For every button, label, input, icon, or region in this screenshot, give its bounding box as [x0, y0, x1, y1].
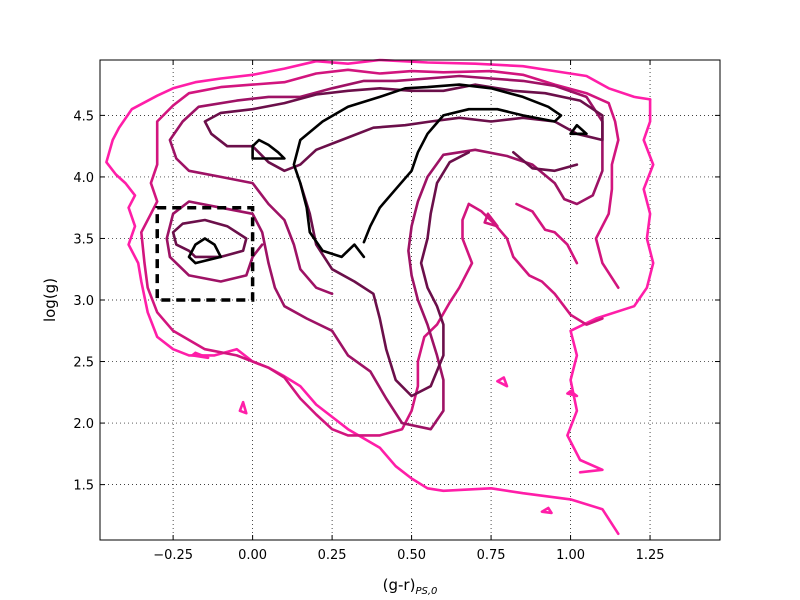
x-tick-label: −0.25	[153, 548, 193, 563]
y-tick-label: 4.0	[73, 171, 94, 186]
x-tick-label: 0.00	[238, 548, 267, 563]
contour-line	[496, 376, 509, 388]
contour-line	[203, 83, 604, 173]
x-tick-label: 0.50	[397, 548, 426, 563]
contour-line	[251, 138, 286, 160]
x-tick-label: 0.75	[477, 548, 506, 563]
x-tick-label: 0.25	[318, 548, 347, 563]
contour-line	[105, 58, 652, 536]
contour-level-5	[187, 83, 588, 265]
contour-line	[165, 74, 604, 431]
contour-level-3	[165, 74, 604, 431]
y-tick-label: 4.5	[73, 109, 94, 124]
contour-line	[140, 68, 620, 437]
x-tick-label: 1.00	[556, 548, 585, 563]
contour-line	[171, 218, 248, 259]
y-tick-label: 2.5	[73, 356, 94, 371]
contour-level-4	[171, 83, 604, 398]
contour-line	[187, 237, 223, 265]
y-tick-label: 3.5	[73, 232, 94, 247]
contour-level-2	[140, 68, 620, 437]
x-tick-label: 1.25	[636, 548, 665, 563]
contour-line	[483, 212, 499, 228]
contour-line	[566, 98, 655, 474]
contour-line	[299, 151, 471, 398]
contour-level-1	[105, 58, 655, 536]
contour-line	[238, 400, 248, 415]
contour-line	[292, 83, 563, 259]
y-axis-label: log(g)	[41, 278, 59, 322]
contour-levels	[105, 58, 655, 536]
x-axis-label: (g-r)PS,0	[383, 576, 438, 597]
contour-line	[511, 151, 579, 173]
x-axis-label-subscript: PS,0	[415, 586, 437, 597]
contour-line	[566, 389, 579, 398]
contour-line	[569, 123, 588, 136]
y-tick-label: 3.0	[73, 294, 94, 309]
highlight-box	[155, 205, 255, 302]
y-tick-label: 1.5	[73, 479, 94, 494]
grid	[100, 60, 720, 540]
y-tick-label: 2.0	[73, 417, 94, 432]
contour-line	[190, 351, 210, 360]
x-axis-label-main: (g-r)	[383, 576, 416, 594]
contour-line	[467, 202, 604, 326]
contour-line	[540, 506, 553, 515]
contour-line	[515, 202, 579, 265]
axis-ticks: −0.25 0.00 0.25 0.50 0.75 1.00 1.25 1.5 2.0 2.5 3.…	[73, 60, 720, 563]
